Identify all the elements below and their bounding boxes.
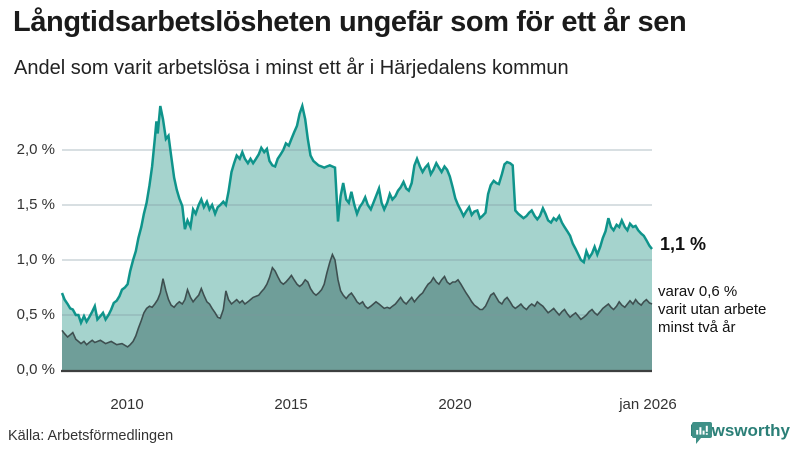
x-tick-label: jan 2026 [619,396,677,413]
series-end-value-label: 1,1 % [660,234,707,254]
x-tick-label: 2015 [274,396,308,413]
annotation-line: varav 0,6 % [658,283,738,300]
newsworthy-logo: Newsworthy [689,421,790,444]
annotation-line: varit utan arbete [658,301,767,318]
exclamation-dot-icon [705,433,708,435]
headline: Långtidsarbetslösheten ungefär som för e… [13,6,687,38]
x-tick-label: 2020 [438,396,472,413]
source-attribution: Källa: Arbetsförmedlingen [8,428,174,444]
annotation-line: minst två år [658,319,736,336]
two-year-annotation: varav 0,6 % varit utan arbete minst två … [658,283,766,337]
newsworthy-logo-text: Newsworthy [689,421,790,440]
bar-icon [702,430,705,435]
exclamation-icon [705,425,708,432]
y-tick-label: 1,5 % [16,196,55,213]
total-line [60,101,653,327]
x-tick-label: 2010 [110,396,144,413]
y-tick-label: 1,0 % [16,251,55,268]
bar-icon [699,427,702,435]
newsworthy-logo-icon [691,422,712,444]
y-tick-label: 0,5 % [16,306,55,323]
two-year-line [61,252,653,348]
subtitle: Andel som varit arbetslösa i minst ett å… [14,57,569,79]
y-tick-label: 0,0 % [16,361,55,378]
y-tick-label: 2,0 % [16,141,55,158]
two-year-area-fill [62,254,652,370]
bar-icon [696,430,699,435]
